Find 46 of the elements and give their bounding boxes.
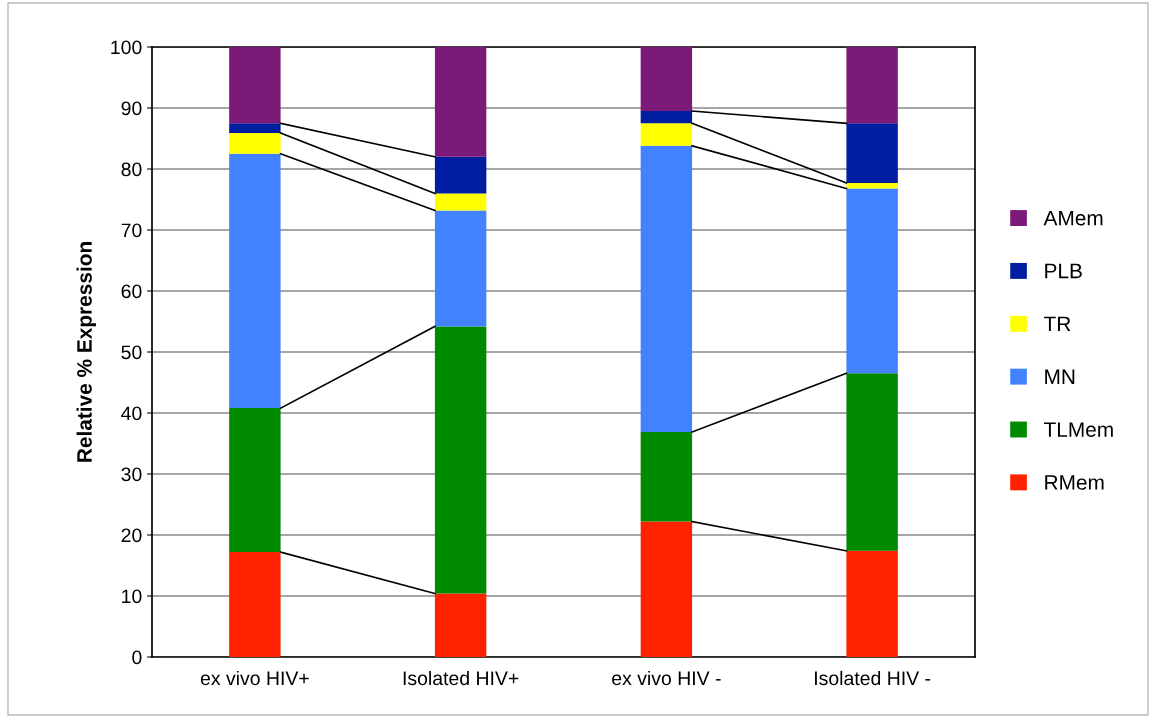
bar [640,123,693,146]
bar [640,111,693,124]
y-tick-label: 30 [121,467,142,482]
legend-label: PLB [1045,263,1082,279]
legend-label: TLMem [1044,422,1113,437]
bar [846,183,898,189]
y-tick-label: 90 [121,101,142,116]
y-tick-label: 50 [121,345,142,360]
y-tick-label: 40 [121,406,142,421]
bar [434,156,487,194]
y-tick-label: 10 [122,589,142,604]
y-tick-label: 70 [121,223,142,238]
bar [846,188,898,374]
legend-label: RMem [1045,475,1104,490]
bar [640,47,693,112]
bar [229,552,281,657]
bar [434,47,487,157]
bar [434,193,487,211]
y-tick-label: 0 [132,650,142,665]
legend-label: MN [1045,369,1075,384]
bar [229,47,281,124]
x-tick-label: Isolated HIV - [815,670,931,686]
y-tick-label: 60 [121,284,142,299]
legend-label: AMem [1043,210,1103,226]
x-tick-label: ex vivo HIV+ [200,670,309,686]
bar [846,550,898,657]
bar [229,123,281,134]
bar [846,47,898,124]
bar [229,408,281,553]
x-tick-label: ex vivo HIV - [612,670,721,686]
y-tick-label: 100 [111,40,142,55]
bar [640,145,693,432]
bar [434,210,487,327]
bar [434,593,487,657]
y-axis-title: Relative % Expression [76,242,96,462]
bar [846,123,898,184]
x-tick-label: Isolated HIV+ [403,670,519,686]
bar [229,153,281,409]
bar [229,133,281,154]
bar [640,431,693,522]
y-tick-label: 80 [121,162,142,177]
legend-label: TR [1044,316,1071,332]
y-tick-label: 20 [121,528,142,543]
bar [846,373,898,551]
bar [640,521,693,657]
bar [434,326,487,594]
